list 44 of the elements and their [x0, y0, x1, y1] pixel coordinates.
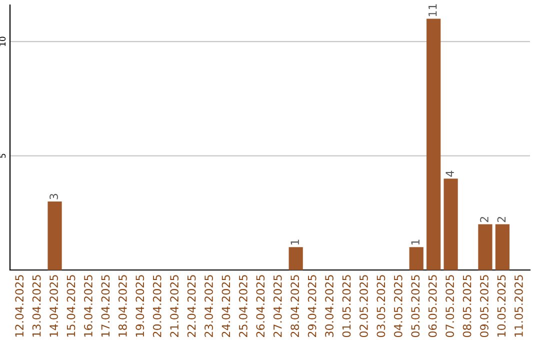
- bar: [426, 18, 441, 270]
- data-label: 4: [446, 170, 454, 177]
- x-tick-label: 06.05.2025: [428, 275, 437, 338]
- x-tick-label: 29.04.2025: [308, 275, 316, 337]
- x-tick-label: 14.04.2025: [50, 275, 58, 337]
- x-tick-label: 12.04.2025: [15, 275, 24, 337]
- data-label: 11: [428, 4, 437, 16]
- data-label: 2: [497, 216, 506, 222]
- x-tick-label: 22.04.2025: [187, 275, 196, 337]
- x-tick-label: 26.04.2025: [256, 275, 265, 337]
- x-tick-label: 03.05.2025: [376, 275, 386, 338]
- x-tick-label: 27.04.2025: [273, 275, 282, 337]
- data-label: 3: [50, 194, 58, 200]
- x-tick-label: 02.05.2025: [360, 275, 368, 338]
- bar: [48, 201, 62, 270]
- x-tick-label: 13.04.2025: [32, 275, 41, 337]
- x-tick-label: 21.04.2025: [170, 275, 179, 337]
- x-tick-label: 23.04.2025: [204, 275, 213, 337]
- bar: [478, 224, 492, 270]
- x-tick-label: 24.04.2025: [222, 275, 230, 337]
- x-tick-label: 11.05.2025: [514, 275, 523, 337]
- x-tick-label: 25.04.2025: [238, 275, 248, 337]
- data-label: 2: [480, 216, 488, 222]
- x-tick-label: 08.05.2025: [462, 275, 472, 338]
- bar: [495, 224, 510, 270]
- x-tick-label: 16.04.2025: [84, 275, 92, 337]
- x-tick-label: 07.05.2025: [446, 275, 454, 338]
- x-tick-label: 17.04.2025: [101, 275, 110, 337]
- x-tick-label: 09.05.2025: [480, 275, 488, 338]
- x-tick-label: 04.05.2025: [394, 275, 402, 338]
- x-tick-label: 15.04.2025: [66, 275, 76, 337]
- x-tick-label: 18.04.2025: [118, 275, 127, 337]
- x-tick-label: 30.04.2025: [325, 275, 334, 337]
- x-tick-label: 28.04.2025: [290, 275, 300, 337]
- data-label: 1: [411, 240, 420, 245]
- data-label: 1: [290, 240, 299, 245]
- bar: [444, 178, 458, 270]
- bar: [409, 247, 424, 270]
- x-tick-label: 01.05.2025: [342, 275, 351, 338]
- x-tick-label: 05.05.2025: [411, 275, 420, 338]
- x-tick-label: 19.04.2025: [136, 275, 144, 337]
- x-tick-label: 20.04.2025: [152, 275, 162, 337]
- x-tick-label: 10.05.2025: [497, 275, 506, 337]
- bar: [288, 247, 303, 270]
